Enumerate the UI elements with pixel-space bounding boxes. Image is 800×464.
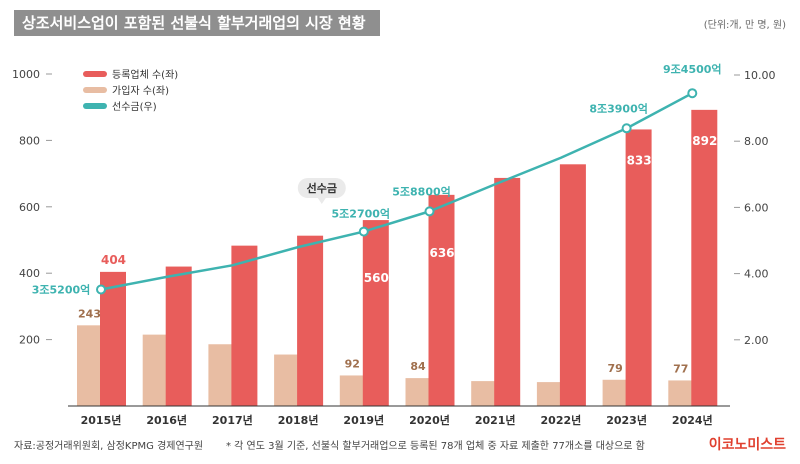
prepaid-data-label: 9조4500억 bbox=[663, 63, 722, 76]
right-axis-tick-label: 10.00 bbox=[744, 69, 776, 82]
x-axis-tick-label: 2020년 bbox=[409, 413, 450, 427]
callout-pointer bbox=[317, 198, 326, 204]
subscribers-bar bbox=[77, 325, 102, 406]
x-axis-tick-label: 2019년 bbox=[343, 413, 384, 427]
right-axis-tick-label: 8.00 bbox=[744, 135, 769, 148]
right-axis-tick-label: 4.00 bbox=[744, 268, 769, 281]
subscribers-bar bbox=[208, 344, 234, 406]
subscribers-bar bbox=[339, 375, 365, 406]
prepaid-point bbox=[621, 123, 632, 134]
callout-label: 선수금 bbox=[307, 181, 337, 195]
x-axis-tick-label: 2016년 bbox=[146, 413, 187, 427]
subscribers-bar bbox=[274, 354, 300, 406]
left-axis-tick-label: 200 bbox=[19, 334, 40, 347]
legend-label: 가입자 수(좌) bbox=[112, 84, 169, 97]
x-axis-tick-label: 2021년 bbox=[475, 413, 516, 427]
subscribers-bar bbox=[142, 334, 168, 406]
companies-bar bbox=[362, 220, 389, 406]
x-axis-tick-label: 2015년 bbox=[81, 413, 122, 427]
source-note: 자료:공정거래위원회, 삼정KPMG 경제연구원 bbox=[14, 441, 204, 452]
companies-bar bbox=[428, 194, 455, 406]
brand-logo: 이코노미스트 bbox=[708, 437, 786, 453]
prepaid-point bbox=[687, 88, 698, 99]
right-axis-tick-label: 6.00 bbox=[744, 201, 769, 214]
chart-title: 상조서비스업이 포함된 선불식 할부거래업의 시장 현황 bbox=[14, 10, 380, 36]
prepaid-data-label: 8조3900억 bbox=[589, 102, 648, 115]
companies-bar bbox=[559, 164, 586, 406]
x-axis-tick-label: 2018년 bbox=[278, 413, 319, 427]
right-axis-tick-label: 2.00 bbox=[744, 334, 769, 347]
prepaid-data-label: 5조8800억 bbox=[392, 185, 451, 198]
left-axis-tick-label: 600 bbox=[19, 201, 40, 214]
subscribers-data-label: 79 bbox=[607, 362, 622, 375]
left-axis-tick-label: 1000 bbox=[12, 68, 40, 81]
prepaid-line bbox=[100, 92, 693, 291]
callout-bubble bbox=[297, 178, 346, 198]
left-axis-tick-label: 400 bbox=[19, 267, 40, 280]
companies-bar bbox=[297, 235, 324, 406]
companies-bar bbox=[691, 109, 718, 406]
title-bar: 상조서비스업이 포함된 선불식 할부거래업의 시장 현황 (단위:개, 만 명,… bbox=[0, 0, 800, 40]
subscribers-bar bbox=[602, 379, 628, 406]
x-axis-tick-label: 2022년 bbox=[541, 413, 582, 427]
companies-data-label: 636 bbox=[429, 246, 454, 260]
companies-bar bbox=[100, 271, 126, 406]
x-axis-tick-label: 2024년 bbox=[672, 413, 713, 427]
legend-label: 등록업체 수(좌) bbox=[112, 68, 178, 81]
subscribers-data-label: 84 bbox=[410, 360, 426, 373]
companies-bar bbox=[625, 129, 652, 406]
unit-label: (단위:개, 만 명, 원) bbox=[703, 20, 786, 31]
companies-data-label: 560 bbox=[364, 271, 389, 285]
subscribers-bar bbox=[536, 382, 562, 406]
subscribers-data-label: 92 bbox=[345, 357, 360, 370]
companies-bar bbox=[165, 266, 192, 406]
x-axis-tick-label: 2017년 bbox=[212, 413, 253, 427]
subscribers-bar bbox=[668, 380, 694, 406]
prepaid-point bbox=[424, 206, 435, 217]
companies-data-label: 892 bbox=[692, 134, 717, 148]
prepaid-point bbox=[358, 226, 369, 237]
x-axis-tick-label: 2023년 bbox=[606, 413, 647, 427]
prepaid-data-label: 3조5200억 bbox=[32, 283, 91, 296]
subscribers-data-label: 243 bbox=[78, 307, 101, 320]
left-axis-tick-label: 800 bbox=[19, 134, 40, 147]
companies-bar bbox=[231, 245, 258, 406]
subscribers-bar bbox=[471, 381, 497, 406]
companies-bar bbox=[494, 177, 521, 406]
legend-label: 선수금(우) bbox=[112, 101, 157, 113]
prepaid-data-label: 5조2700억 bbox=[332, 208, 391, 221]
companies-data-label: 404 bbox=[101, 253, 126, 267]
subscribers-data-label: 77 bbox=[673, 362, 688, 375]
companies-data-label: 833 bbox=[627, 153, 652, 167]
subscribers-bar bbox=[405, 378, 431, 406]
footnote: * 각 연도 3월 기준, 선불식 할부거래업으로 등록된 78개 업체 중 자… bbox=[226, 441, 645, 452]
prepaid-point bbox=[96, 284, 106, 295]
